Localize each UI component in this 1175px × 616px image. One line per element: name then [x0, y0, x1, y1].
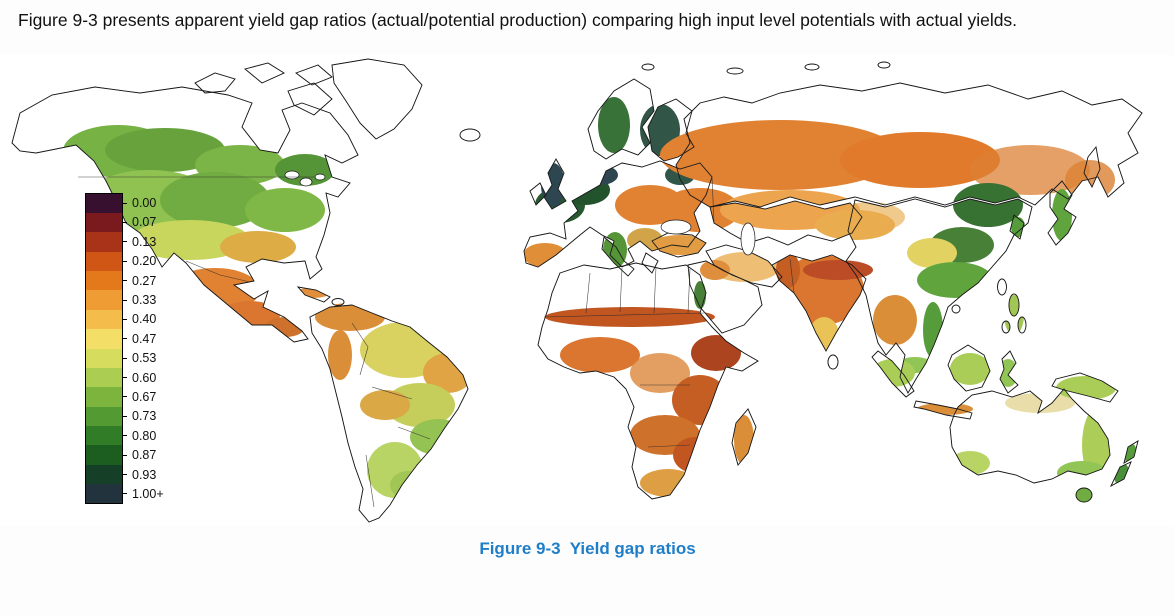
legend-color-swatch: [85, 193, 123, 213]
legend-color-swatch: [85, 251, 123, 271]
legend-tick: [123, 493, 127, 495]
legend-value-label: 1.00+: [132, 486, 164, 501]
legend-tick: [123, 415, 127, 417]
legend-tick: [123, 338, 127, 340]
legend-value-label: 0.47: [132, 331, 157, 346]
legend-tick: [123, 318, 127, 320]
legend-value-label: 0.40: [132, 312, 157, 327]
intro-paragraph: Figure 9-3 presents apparent yield gap r…: [18, 10, 1018, 30]
legend-entry: 0.47: [85, 329, 164, 349]
legend-color-swatch: [85, 270, 123, 291]
legend-value-label: 0.13: [132, 234, 157, 249]
legend-entry: 0.53: [85, 348, 164, 368]
legend-tick: [123, 299, 127, 301]
legend-entry: 0.80: [85, 426, 164, 446]
legend-value-label: 0.93: [132, 467, 157, 482]
legend-tick: [123, 280, 127, 282]
legend-color-swatch: [85, 309, 123, 330]
legend-value-label: 0.00: [132, 196, 157, 211]
legend-color-swatch: [85, 426, 123, 446]
legend-color-swatch: [85, 290, 123, 310]
world-map: [11, 58, 1143, 523]
legend-color-swatch: [85, 232, 123, 252]
legend-color-swatch: [85, 348, 123, 368]
legend-value-label: 0.60: [132, 370, 157, 385]
figure-caption: Figure 9-3 Yield gap ratios: [479, 539, 696, 559]
legend-value-label: 0.20: [132, 254, 157, 269]
legend-color-swatch: [85, 329, 123, 349]
legend-color-swatch: [85, 406, 123, 427]
legend-value-label: 0.33: [132, 293, 157, 308]
legend-entry: 0.07: [85, 212, 164, 233]
legend: 0.00 0.07 0.13 0.20 0.27 0.33 0.40 0.47 0.53 0.60…: [85, 193, 164, 504]
legend-value-label: 0.73: [132, 409, 157, 424]
legend-color-swatch: [85, 464, 123, 485]
legend-entry: 0.87: [85, 445, 164, 465]
legend-entry: 0.13: [85, 232, 164, 252]
legend-tick: [123, 396, 127, 398]
legend-entry: 0.73: [85, 406, 164, 427]
legend-tick: [123, 241, 127, 243]
legend-value-label: 0.53: [132, 351, 157, 366]
legend-value-label: 0.80: [132, 428, 157, 443]
legend-entry: 0.67: [85, 387, 164, 407]
legend-tick: [123, 202, 127, 204]
legend-entry: 0.20: [85, 251, 164, 271]
map-figure: 0.00 0.07 0.13 0.20 0.27 0.33 0.40 0.47 0.53 0.60…: [0, 55, 1175, 526]
legend-entry: 0.60: [85, 367, 164, 388]
legend-value-label: 0.67: [132, 389, 157, 404]
legend-tick: [123, 377, 127, 379]
legend-tick: [123, 221, 127, 223]
legend-value-label: 0.07: [132, 215, 157, 230]
legend-color-swatch: [85, 445, 123, 465]
legend-entry: 0.27: [85, 270, 164, 291]
legend-entry: 0.40: [85, 309, 164, 330]
legend-tick: [123, 260, 127, 262]
legend-entry: 1.00+: [85, 484, 164, 504]
legend-tick: [123, 454, 127, 456]
legend-color-swatch: [85, 212, 123, 233]
legend-entry: 0.93: [85, 464, 164, 485]
legend-color-swatch: [85, 367, 123, 388]
legend-tick: [123, 357, 127, 359]
legend-color-swatch: [85, 484, 123, 504]
legend-tick: [123, 474, 127, 476]
legend-entries: 0.00 0.07 0.13 0.20 0.27 0.33 0.40 0.47 0.53 0.60…: [85, 193, 164, 504]
legend-value-label: 0.27: [132, 273, 157, 288]
legend-value-label: 0.87: [132, 448, 157, 463]
legend-entry: 0.00: [85, 193, 164, 213]
legend-color-swatch: [85, 387, 123, 407]
legend-entry: 0.33: [85, 290, 164, 310]
legend-tick: [123, 435, 127, 437]
